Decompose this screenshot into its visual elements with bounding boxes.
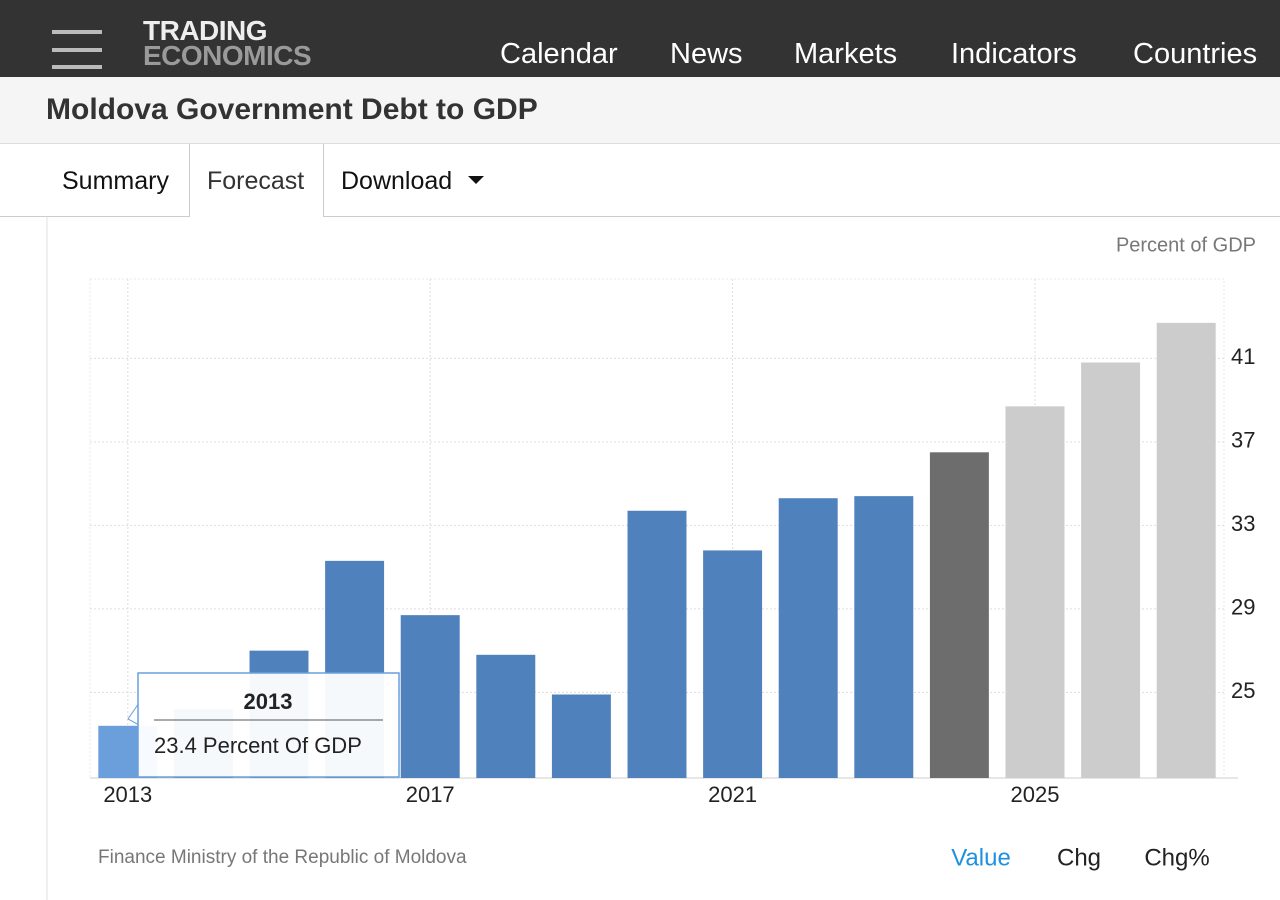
bar <box>627 510 687 778</box>
x-tick-label: 2013 <box>103 782 152 807</box>
nav-link[interactable]: Indicators <box>951 38 1077 70</box>
menu-icon[interactable] <box>52 65 102 69</box>
page-title: Moldova Government Debt to GDP <box>46 93 538 126</box>
nav-link[interactable]: Calendar <box>500 38 618 70</box>
y-tick-label: 37 <box>1231 428 1255 453</box>
bar <box>929 452 989 778</box>
logo[interactable]: TRADING <box>143 15 268 46</box>
tooltip <box>137 672 400 778</box>
y-tick-label: 25 <box>1231 678 1255 703</box>
tab[interactable]: Summary <box>62 167 169 195</box>
tooltip-title: 2013 <box>244 689 293 714</box>
chart: Percent of GDP Finance Ministry of the R… <box>46 217 1256 900</box>
x-tick-label: 2017 <box>406 782 455 807</box>
y-tick-label: 29 <box>1231 595 1255 620</box>
bar <box>400 615 460 778</box>
x-tick-label: 2025 <box>1011 782 1060 807</box>
bar <box>778 498 838 778</box>
dropdown-caret[interactable] <box>468 176 484 186</box>
top-bar: TRADING ECONOMICS Calendar News Markets … <box>0 0 1280 77</box>
tab[interactable]: Download <box>341 167 453 195</box>
nav-link[interactable]: Countries <box>1133 38 1258 70</box>
bar <box>1081 362 1141 778</box>
bar <box>476 654 536 778</box>
y-tick-label: 33 <box>1231 511 1255 536</box>
tabs: Summary Forecast Download <box>0 144 1280 217</box>
source: Finance Ministry of the Republic of Mold… <box>98 847 467 868</box>
x-tick-label: 2021 <box>708 782 757 807</box>
menu-icon[interactable] <box>52 30 102 34</box>
active-tab <box>189 144 324 217</box>
tab[interactable]: Forecast <box>207 167 305 195</box>
view-option[interactable]: Chg <box>1057 844 1101 871</box>
unit-label: Percent of GDP <box>1116 234 1256 256</box>
title-bar: Moldova Government Debt to GDP <box>0 77 1280 144</box>
tooltip-text: 23.4 Percent Of GDP <box>154 733 362 758</box>
view-option[interactable]: Value <box>951 844 1011 871</box>
bar <box>854 496 914 778</box>
bar <box>1156 322 1216 778</box>
logo[interactable]: ECONOMICS <box>143 40 312 71</box>
bar <box>703 550 763 778</box>
view-option[interactable]: Chg% <box>1144 844 1209 871</box>
bar <box>551 694 611 778</box>
nav-link[interactable]: Markets <box>794 38 898 70</box>
bar <box>1005 406 1065 778</box>
nav-link[interactable]: News <box>670 38 743 70</box>
menu-icon[interactable] <box>52 48 102 52</box>
y-tick-label: 41 <box>1231 344 1255 369</box>
